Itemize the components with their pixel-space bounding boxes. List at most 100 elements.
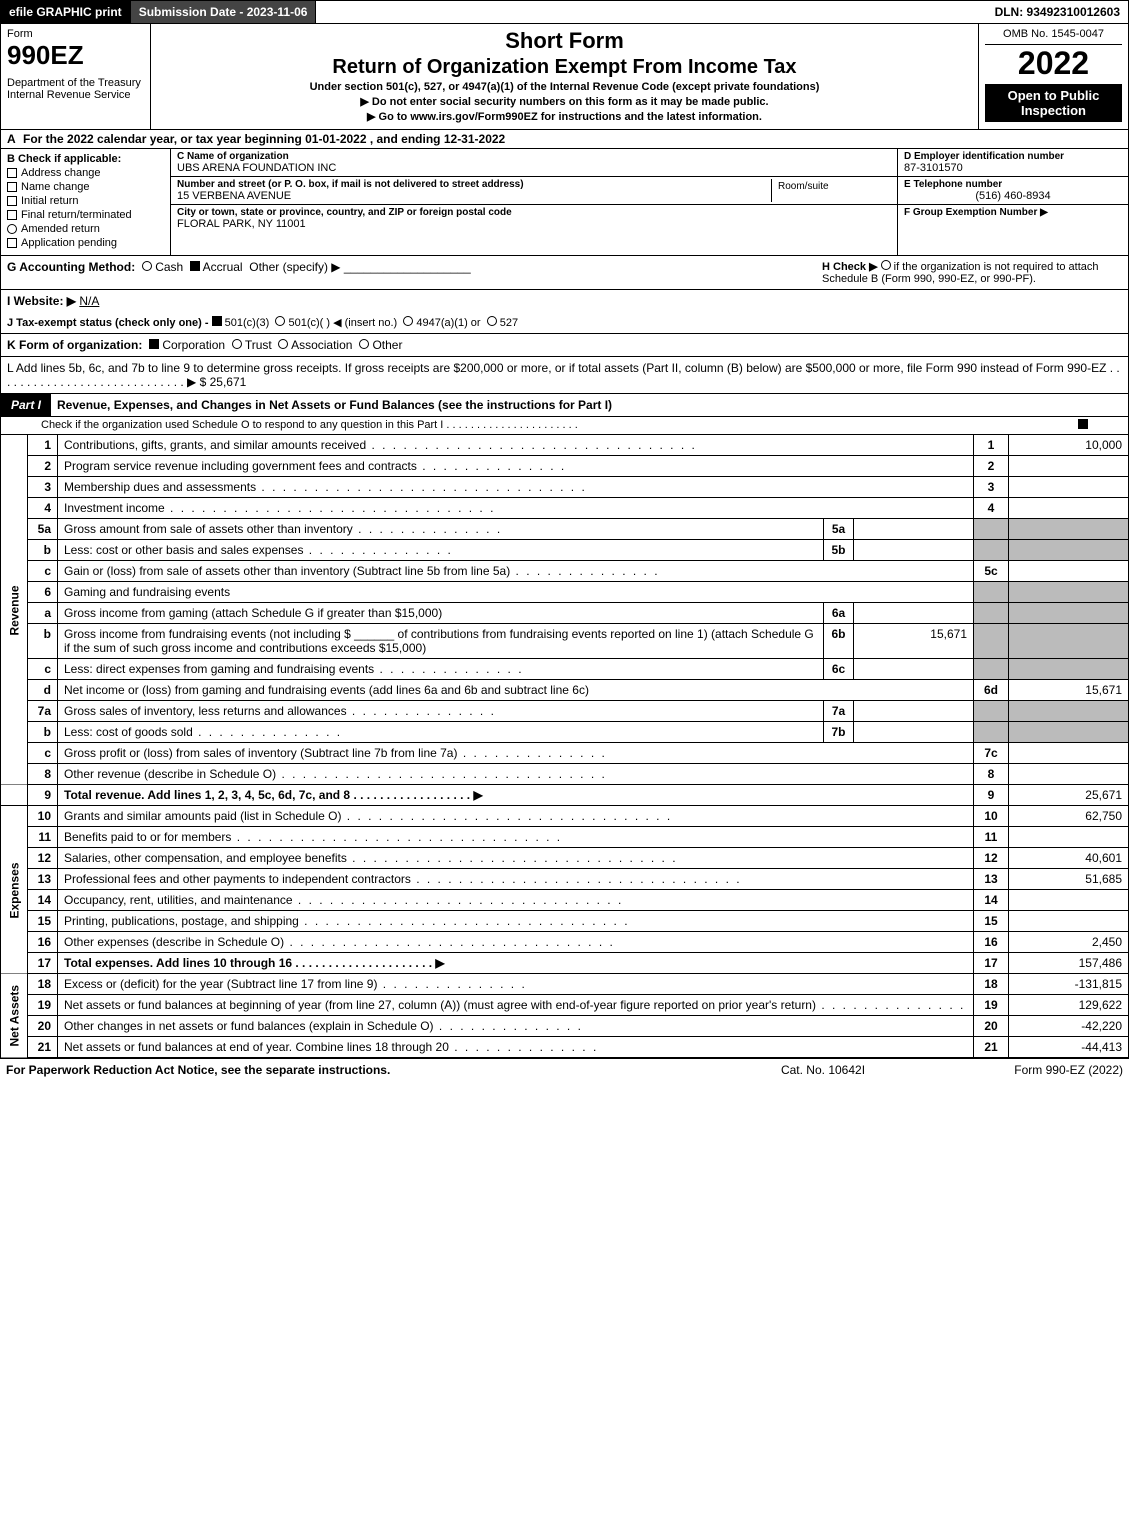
row-h-label: H Check ▶: [822, 261, 878, 273]
line-desc: Printing, publications, postage, and shi…: [64, 914, 299, 928]
short-form-title: Short Form: [157, 28, 972, 54]
radio-501c[interactable]: [275, 316, 285, 326]
checkbox-corporation[interactable]: [149, 339, 159, 349]
checkbox-application-pending[interactable]: [7, 238, 17, 248]
expenses-table: Expenses 10 Grants and similar amounts p…: [0, 806, 1129, 974]
subline-value: [854, 603, 974, 624]
radio-other[interactable]: [359, 339, 369, 349]
line-numlbl: 10: [974, 806, 1009, 827]
chk-label: Address change: [21, 167, 101, 179]
opt-501c: 501(c)( ) ◀ (insert no.): [288, 317, 397, 329]
city-label: City or town, state or province, country…: [177, 207, 891, 218]
line-desc: Gross profit or (loss) from sales of inv…: [64, 746, 457, 760]
checkbox-final-return[interactable]: [7, 210, 17, 220]
line-value: 25,671: [1009, 785, 1129, 806]
checkbox-schedule-o[interactable]: [1078, 419, 1088, 429]
checkbox-initial-return[interactable]: [7, 196, 17, 206]
ein-value: 87-3101570: [904, 162, 1122, 174]
row-j: J Tax-exempt status (check only one) - 5…: [0, 312, 1129, 334]
submission-date: Submission Date - 2023-11-06: [130, 1, 317, 23]
col-b: B Check if applicable: Address change Na…: [1, 149, 171, 255]
line-numlbl: 13: [974, 869, 1009, 890]
line-value: 157,486: [1009, 953, 1129, 974]
subline-value: [854, 701, 974, 722]
row-l-text: L Add lines 5b, 6c, and 7b to line 9 to …: [7, 361, 1120, 389]
line-value: -44,413: [1009, 1037, 1129, 1058]
line-desc: Less: cost or other basis and sales expe…: [64, 543, 303, 557]
subline-value: [854, 540, 974, 561]
line-numlbl: 12: [974, 848, 1009, 869]
opt-501c3: 501(c)(3): [225, 317, 270, 329]
city-value: FLORAL PARK, NY 11001: [177, 218, 891, 230]
line-value: [1009, 890, 1129, 911]
row-g-label: G Accounting Method:: [7, 260, 135, 274]
line-numlbl: 3: [974, 477, 1009, 498]
subline-label: 6a: [824, 603, 854, 624]
line-numlbl: 19: [974, 995, 1009, 1016]
line-desc: Occupancy, rent, utilities, and maintena…: [64, 893, 293, 907]
radio-527[interactable]: [487, 316, 497, 326]
radio-h[interactable]: [881, 260, 891, 270]
accrual-label: Accrual: [203, 260, 243, 274]
org-name-value: UBS ARENA FOUNDATION INC: [177, 162, 891, 174]
checkbox-501c3[interactable]: [212, 316, 222, 326]
line-desc: Gross sales of inventory, less returns a…: [64, 704, 347, 718]
opt-other: Other: [372, 338, 402, 352]
page-footer: For Paperwork Reduction Act Notice, see …: [0, 1058, 1129, 1081]
line-numlbl: 4: [974, 498, 1009, 519]
chk-label: Initial return: [21, 195, 78, 207]
footer-left: For Paperwork Reduction Act Notice, see …: [6, 1063, 723, 1077]
opt-trust: Trust: [245, 338, 272, 352]
subline-label: 7a: [824, 701, 854, 722]
checkbox-name-change[interactable]: [7, 182, 17, 192]
line-desc: Other changes in net assets or fund bala…: [64, 1019, 434, 1033]
subline-label: 7b: [824, 722, 854, 743]
line-value: [1009, 764, 1129, 785]
netassets-side-label: Net Assets: [1, 974, 28, 1058]
line-desc: Membership dues and assessments: [64, 480, 256, 494]
line-desc: Less: direct expenses from gaming and fu…: [64, 662, 374, 676]
line-value: 40,601: [1009, 848, 1129, 869]
line-numlbl: 1: [974, 435, 1009, 456]
line-numlbl: 2: [974, 456, 1009, 477]
checkbox-amended-return[interactable]: [7, 224, 17, 234]
line-numlbl: 15: [974, 911, 1009, 932]
line-value: 129,622: [1009, 995, 1129, 1016]
line-desc: Excess or (deficit) for the year (Subtra…: [64, 977, 377, 991]
subline-value: [854, 659, 974, 680]
line-value: [1009, 827, 1129, 848]
ein-label: D Employer identification number: [904, 151, 1122, 162]
checkbox-accrual[interactable]: [190, 261, 200, 271]
open-to-public: Open to Public Inspection: [985, 84, 1122, 122]
top-bar: efile GRAPHIC print Submission Date - 20…: [0, 0, 1129, 24]
line-value: [1009, 498, 1129, 519]
form-header: Form 990EZ Department of the Treasury In…: [0, 24, 1129, 130]
line-desc: Gain or (loss) from sale of assets other…: [64, 564, 510, 578]
org-name-label: C Name of organization: [177, 151, 891, 162]
line-value: [1009, 911, 1129, 932]
radio-4947[interactable]: [403, 316, 413, 326]
line-value: 10,000: [1009, 435, 1129, 456]
part-1-sub-text: Check if the organization used Schedule …: [41, 419, 1068, 432]
row-l: L Add lines 5b, 6c, and 7b to line 9 to …: [0, 357, 1129, 394]
line-desc: Professional fees and other payments to …: [64, 872, 411, 886]
part-1-sub: Check if the organization used Schedule …: [0, 417, 1129, 435]
radio-cash[interactable]: [142, 261, 152, 271]
expenses-side-label: Expenses: [1, 806, 28, 974]
line-value: [1009, 456, 1129, 477]
form-number: 990EZ: [7, 40, 144, 71]
line-numlbl: 16: [974, 932, 1009, 953]
checkbox-address-change[interactable]: [7, 168, 17, 178]
line-numlbl: 8: [974, 764, 1009, 785]
line-desc: Contributions, gifts, grants, and simila…: [64, 438, 366, 452]
line-desc: Gross amount from sale of assets other t…: [64, 522, 353, 536]
tel-value: (516) 460-8934: [904, 190, 1122, 202]
line-numlbl: 11: [974, 827, 1009, 848]
part-1-title: Revenue, Expenses, and Changes in Net As…: [51, 394, 1128, 416]
subline-value: 15,671: [854, 624, 974, 659]
line-numlbl: 14: [974, 890, 1009, 911]
row-k: K Form of organization: Corporation Trus…: [0, 334, 1129, 357]
radio-trust[interactable]: [232, 339, 242, 349]
radio-association[interactable]: [278, 339, 288, 349]
row-a-letter: A: [7, 132, 16, 146]
